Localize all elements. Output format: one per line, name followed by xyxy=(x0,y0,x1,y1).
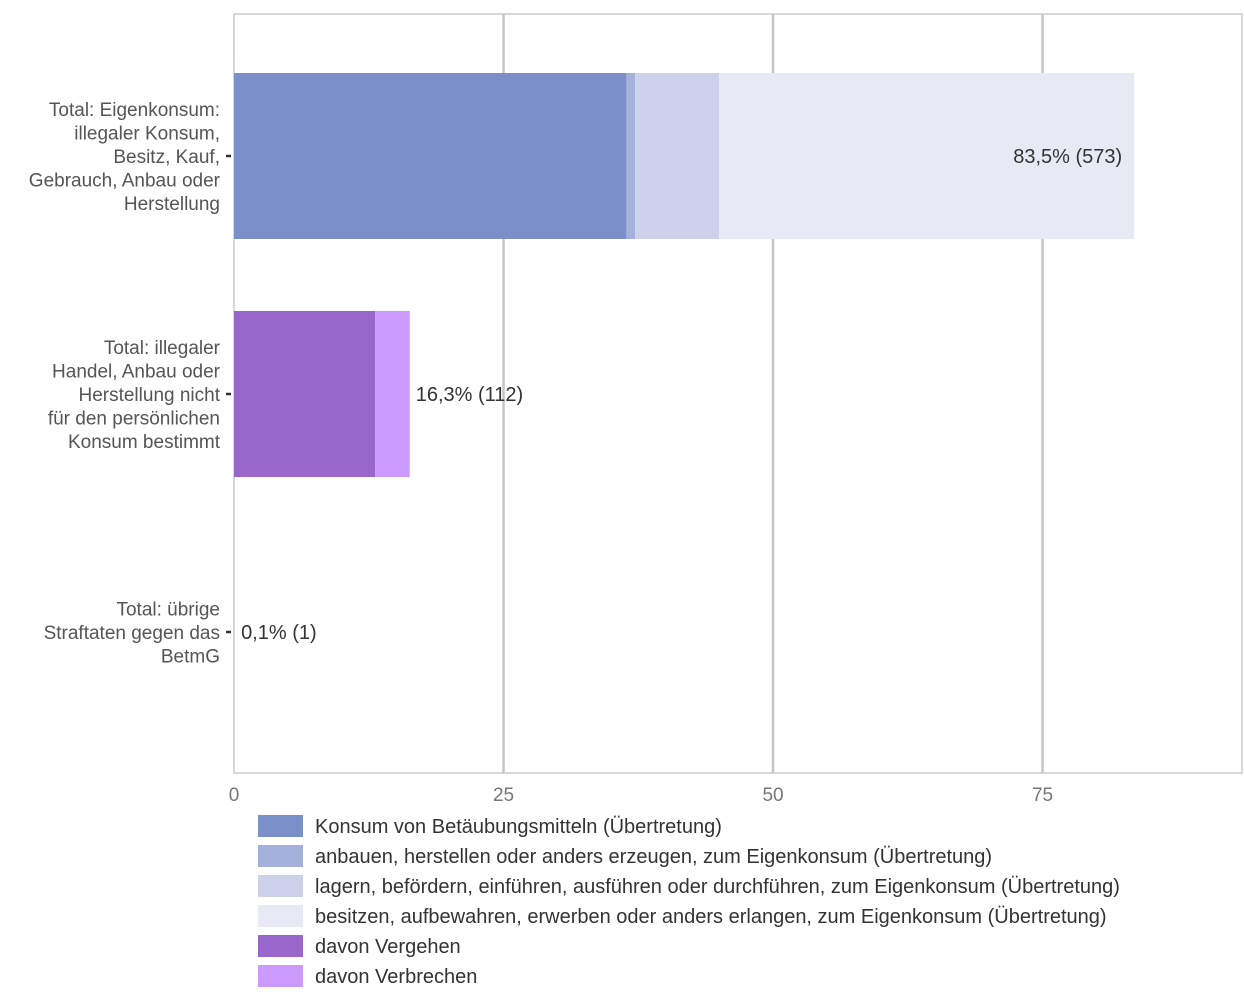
legend-swatch-2 xyxy=(258,845,303,867)
data-label-2: 16,3% (112) xyxy=(416,384,523,406)
legend-label-6: davon Verbrechen xyxy=(315,966,477,988)
bar-cat1-series4 xyxy=(719,73,1135,239)
data-label-3: 0,1% (1) xyxy=(241,622,317,644)
legend-label-5: davon Vergehen xyxy=(315,936,461,958)
category-label-2-line-1: Total: illegaler xyxy=(104,338,221,359)
legend-label-4: besitzen, aufbewahren, erwerben oder and… xyxy=(315,906,1107,928)
bar-cat1-series3 xyxy=(635,73,720,239)
category-label-1-line-4: Gebrauch, Anbau oder xyxy=(29,171,221,192)
category-label-1-line-2: illegaler Konsum, xyxy=(74,124,220,145)
category-label-3-line-1: Total: übrige xyxy=(116,600,220,621)
bar-cat1-series2 xyxy=(626,73,636,239)
legend-label-1: Konsum von Betäubungsmitteln (Übertretun… xyxy=(315,816,722,838)
bar-cat2-series6 xyxy=(375,311,410,477)
x-tick-label-2: 50 xyxy=(762,785,783,806)
legend-swatch-4 xyxy=(258,905,303,927)
bar-cat2-series5 xyxy=(234,311,376,477)
legend-label-3: lagern, befördern, einführen, ausführen … xyxy=(315,876,1120,898)
category-label-2-line-4: für den persönlichen xyxy=(48,409,220,430)
x-tick-label-3: 75 xyxy=(1032,785,1053,806)
bar-cat1-series1 xyxy=(234,73,627,239)
x-tick-label-0: 0 xyxy=(229,785,240,806)
category-label-3-line-2: Straftaten gegen das xyxy=(44,623,220,644)
category-label-3-line-3: BetmG xyxy=(161,647,220,668)
legend-swatch-1 xyxy=(258,815,303,837)
category-label-1-line-1: Total: Eigenkonsum: xyxy=(49,100,220,121)
category-label-2-line-3: Herstellung nicht xyxy=(78,385,220,406)
legend-label-2: anbauen, herstellen oder anders erzeugen… xyxy=(315,846,992,868)
category-label-1-line-5: Herstellung xyxy=(124,194,220,215)
x-tick-label-1: 25 xyxy=(493,785,514,806)
data-label-1: 83,5% (573) xyxy=(1013,146,1122,168)
legend-swatch-3 xyxy=(258,875,303,897)
category-label-2-line-5: Konsum bestimmt xyxy=(68,432,221,453)
legend-swatch-6 xyxy=(258,965,303,987)
category-label-1-line-3: Besitz, Kauf, xyxy=(113,147,220,168)
legend-swatch-5 xyxy=(258,935,303,957)
category-label-2-line-2: Handel, Anbau oder xyxy=(52,362,221,383)
